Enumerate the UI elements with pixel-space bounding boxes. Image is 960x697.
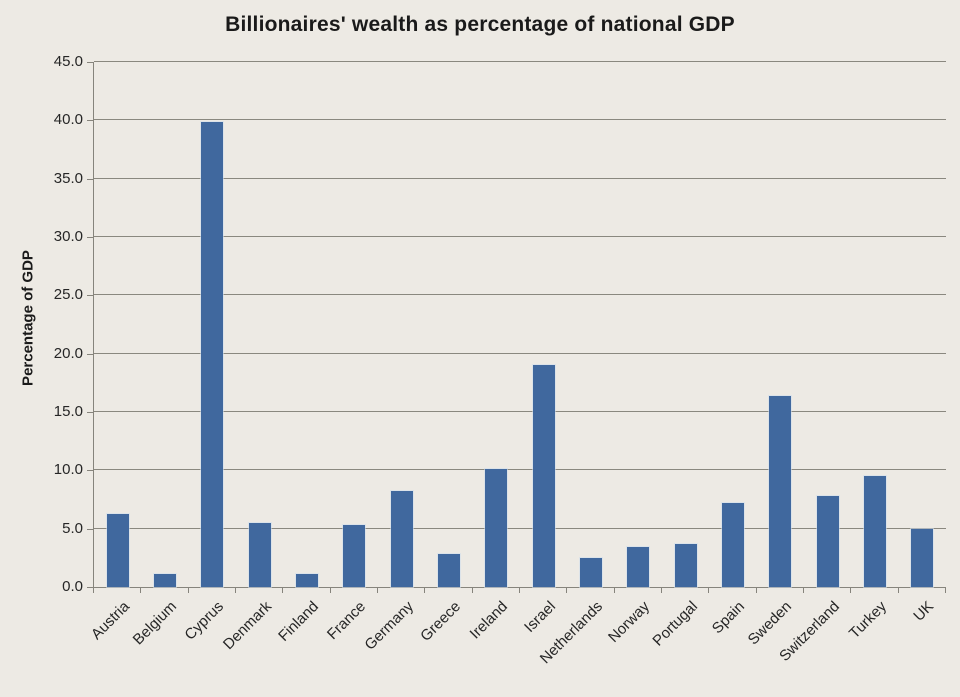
y-axis-tick (87, 237, 93, 238)
bar-denmark (248, 522, 271, 587)
bar-austria (106, 513, 129, 587)
x-tick-label: Greece (417, 598, 465, 645)
y-axis-tick (87, 587, 93, 588)
bar-ireland (485, 469, 508, 587)
x-axis-tick (282, 588, 284, 593)
y-tick-label: 10.0 (53, 461, 83, 479)
x-axis-tick (140, 588, 142, 593)
bar-israel (532, 365, 555, 587)
y-tick-label: 5.0 (62, 519, 83, 537)
x-axis-tick (755, 588, 757, 593)
gridline (94, 61, 946, 62)
y-tick-label: 45.0 (53, 53, 83, 70)
y-axis-title: Percentage of GDP (19, 250, 37, 386)
x-axis-tick (661, 588, 662, 593)
x-axis-tick (803, 588, 804, 593)
x-axis-tick (566, 588, 568, 593)
x-tick-label: Germany (361, 598, 417, 654)
x-axis-tick (187, 588, 189, 593)
x-tick-label: Norway (605, 598, 654, 646)
gridline (94, 294, 946, 296)
x-axis-tick (708, 588, 710, 593)
x-tick-label: Austria (87, 598, 133, 644)
bar-finland (296, 574, 318, 587)
bar-netherlands (580, 557, 602, 587)
bar-sweden (769, 395, 792, 587)
bar-germany (390, 491, 413, 587)
x-axis-tick (850, 588, 852, 593)
bar-turkey (864, 476, 886, 587)
y-axis-tick (87, 528, 93, 530)
y-axis-tick (87, 353, 93, 355)
y-tick-label: 40.0 (53, 111, 83, 129)
y-axis-tick (87, 295, 93, 297)
y-tick-label: 30.0 (53, 228, 83, 245)
x-tick-label: Finland (275, 598, 323, 645)
gridline (94, 236, 946, 237)
gridline (94, 469, 946, 471)
x-tick-label: France (324, 598, 370, 644)
x-axis-tick (329, 588, 331, 593)
plot-area (93, 61, 946, 588)
x-tick-label: Belgium (129, 598, 181, 649)
gridline (94, 119, 946, 121)
gridline (94, 527, 946, 529)
y-tick-label: 20.0 (53, 344, 83, 362)
x-tick-label: Spain (708, 598, 749, 638)
x-tick-label: UK (910, 598, 938, 625)
bar-cyprus (201, 121, 224, 587)
y-axis-tick (87, 62, 93, 63)
x-axis-tick (519, 588, 520, 593)
x-tick-label: Portugal (649, 598, 701, 650)
x-axis-tick (424, 588, 426, 593)
bar-norway (627, 547, 650, 587)
x-axis-tick (945, 588, 946, 593)
x-axis-tick (377, 588, 378, 593)
bar-spain (722, 503, 744, 587)
x-axis-tick (471, 588, 473, 593)
bar-portugal (674, 543, 697, 587)
y-tick-label: 15.0 (53, 403, 83, 420)
gridline (94, 411, 946, 412)
y-axis-tick (87, 120, 93, 122)
bar-uk (911, 528, 934, 587)
y-tick-label: 35.0 (53, 169, 83, 187)
y-tick-label: 0.0 (62, 578, 83, 595)
bar-switzerland (816, 496, 839, 587)
y-tick-label: 25.0 (53, 286, 83, 304)
x-tick-label: Denmark (219, 598, 275, 654)
bar-france (343, 525, 366, 587)
x-axis-tick (897, 588, 899, 593)
x-axis-tick (235, 588, 236, 593)
gridline (94, 352, 946, 354)
x-axis-tick (613, 588, 615, 593)
x-tick-label: Cyprus (181, 598, 228, 644)
x-tick-label: Ireland (466, 598, 512, 643)
gridline (94, 177, 946, 179)
y-axis-tick (87, 470, 93, 472)
x-axis-tick (93, 588, 94, 593)
y-axis-tick (87, 412, 93, 413)
x-tick-label: Israel (520, 598, 559, 636)
bar-greece (438, 554, 460, 587)
y-axis-tick (87, 178, 93, 180)
bar-belgium (154, 574, 176, 587)
chart-title: Billionaires' wealth as percentage of na… (225, 13, 735, 36)
x-tick-label: Turkey (845, 598, 891, 643)
